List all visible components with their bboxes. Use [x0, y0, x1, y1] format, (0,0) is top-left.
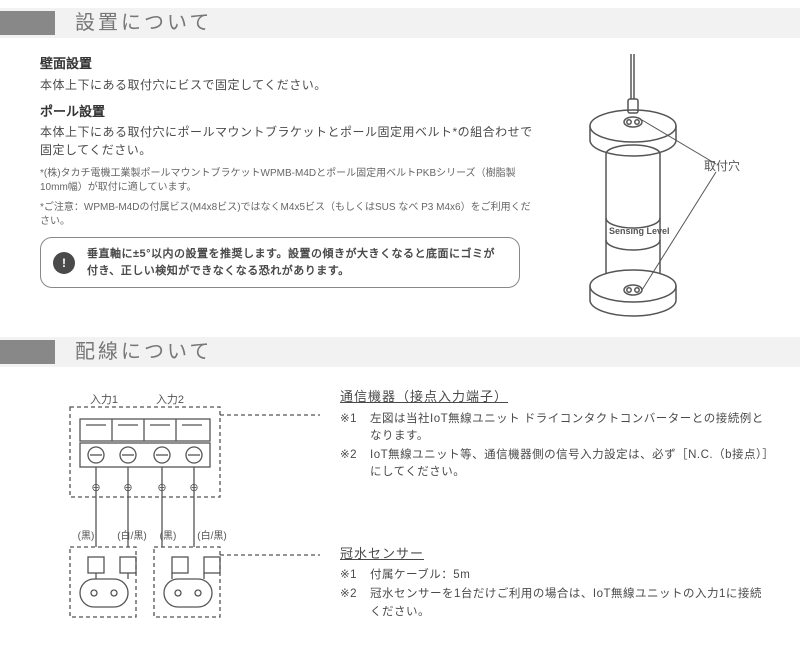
note-text: IoT無線ユニット等、通信機器側の信号入力設定は、必ず［N.C.（b接点）］にし…	[370, 447, 770, 482]
label-black2: (黒)	[160, 530, 177, 542]
comm-notes: ※1 左図は当社IoT無線ユニット ドライコンタクトコンバーターとの接続例となり…	[340, 411, 770, 482]
section-header-install: 設置について	[0, 8, 800, 38]
wiring-diagram: 入力1 入力2 ⊕ ⊖ ⊕ ⊖ (黒) (白/黒) (黒) (白/黒)	[40, 387, 320, 642]
caution-icon: !	[53, 252, 75, 274]
label-minus: ⊖	[123, 482, 132, 494]
section-title: 設置について	[55, 8, 212, 38]
section-header-wiring: 配線について	[0, 337, 800, 367]
label-hole: 取付穴	[704, 158, 740, 173]
install-diagram-col: 取付穴 Sensing Level	[556, 54, 766, 329]
sensor-note1: ※1 付属ケーブル：5m	[340, 567, 770, 584]
note-marker: ※2	[340, 586, 370, 621]
note-text: 左図は当社IoT無線ユニット ドライコンタクトコンバーターとの接続例となります。	[370, 411, 770, 446]
note-marker: ※1	[340, 567, 370, 584]
label-sensing: Sensing Level	[609, 226, 670, 236]
section-bar	[0, 11, 55, 35]
sensor-heading: 冠水センサー	[340, 544, 770, 564]
comm-heading: 通信機器（接点入力端子）	[340, 387, 770, 407]
caution-text: 垂直軸に±5°以内の設置を推奨します。設置の傾きが大きくなると底面にゴミが付き、…	[87, 246, 505, 279]
wall-body: 本体上下にある取付穴にビスで固定してください。	[40, 76, 540, 94]
device-diagram: 取付穴 Sensing Level	[556, 54, 766, 324]
label-minus2: ⊖	[189, 482, 198, 494]
install-text-col: 壁面設置 本体上下にある取付穴にビスで固定してください。 ポール設置 本体上下に…	[40, 54, 540, 329]
label-wb1: (白/黒)	[117, 529, 146, 542]
label-black1: (黒)	[78, 530, 95, 542]
pole-fine2: *ご注意：WPMB-M4Dの付属ビス(M4x8ビス)ではなくM4x5ビス（もしく…	[40, 201, 540, 229]
label-wb2: (白/黒)	[197, 529, 226, 542]
pole-heading: ポール設置	[40, 102, 540, 122]
install-content: 壁面設置 本体上下にある取付穴にビスで固定してください。 ポール設置 本体上下に…	[0, 46, 800, 329]
note-text: 冠水センサーを1台だけご利用の場合は、IoT無線ユニットの入力1に接続ください。	[370, 586, 770, 621]
note-text: 付属ケーブル：5m	[370, 567, 470, 584]
wall-heading: 壁面設置	[40, 54, 540, 74]
label-in2: 入力2	[156, 393, 184, 406]
section-title: 配線について	[55, 337, 212, 367]
sensor-notes: ※1 付属ケーブル：5m ※2 冠水センサーを1台だけご利用の場合は、IoT無線…	[340, 567, 770, 621]
wiring-content: 入力1 入力2 ⊕ ⊖ ⊕ ⊖ (黒) (白/黒) (黒) (白/黒) 通信機器…	[0, 375, 800, 642]
note-marker: ※1	[340, 411, 370, 446]
label-plus2: ⊕	[157, 482, 166, 494]
pole-fine1: *(株)タカチ電機工業製ポールマウントブラケットWPMB-M4Dとポール固定用ベ…	[40, 167, 540, 195]
pole-body: 本体上下にある取付穴にポールマウントブラケットとポール固定用ベルト*の組合わせで…	[40, 123, 540, 159]
section-bar	[0, 340, 55, 364]
label-plus: ⊕	[91, 482, 100, 494]
caution-box: ! 垂直軸に±5°以内の設置を推奨します。設置の傾きが大きくなると底面にゴミが付…	[40, 237, 520, 288]
label-in1: 入力1	[90, 393, 118, 406]
wiring-notes: 通信機器（接点入力端子） ※1 左図は当社IoT無線ユニット ドライコンタクトコ…	[340, 387, 770, 642]
note-marker: ※2	[340, 447, 370, 482]
comm-note2: ※2 IoT無線ユニット等、通信機器側の信号入力設定は、必ず［N.C.（b接点）…	[340, 447, 770, 482]
comm-note1: ※1 左図は当社IoT無線ユニット ドライコンタクトコンバーターとの接続例となり…	[340, 411, 770, 446]
sensor-note2: ※2 冠水センサーを1台だけご利用の場合は、IoT無線ユニットの入力1に接続くだ…	[340, 586, 770, 621]
